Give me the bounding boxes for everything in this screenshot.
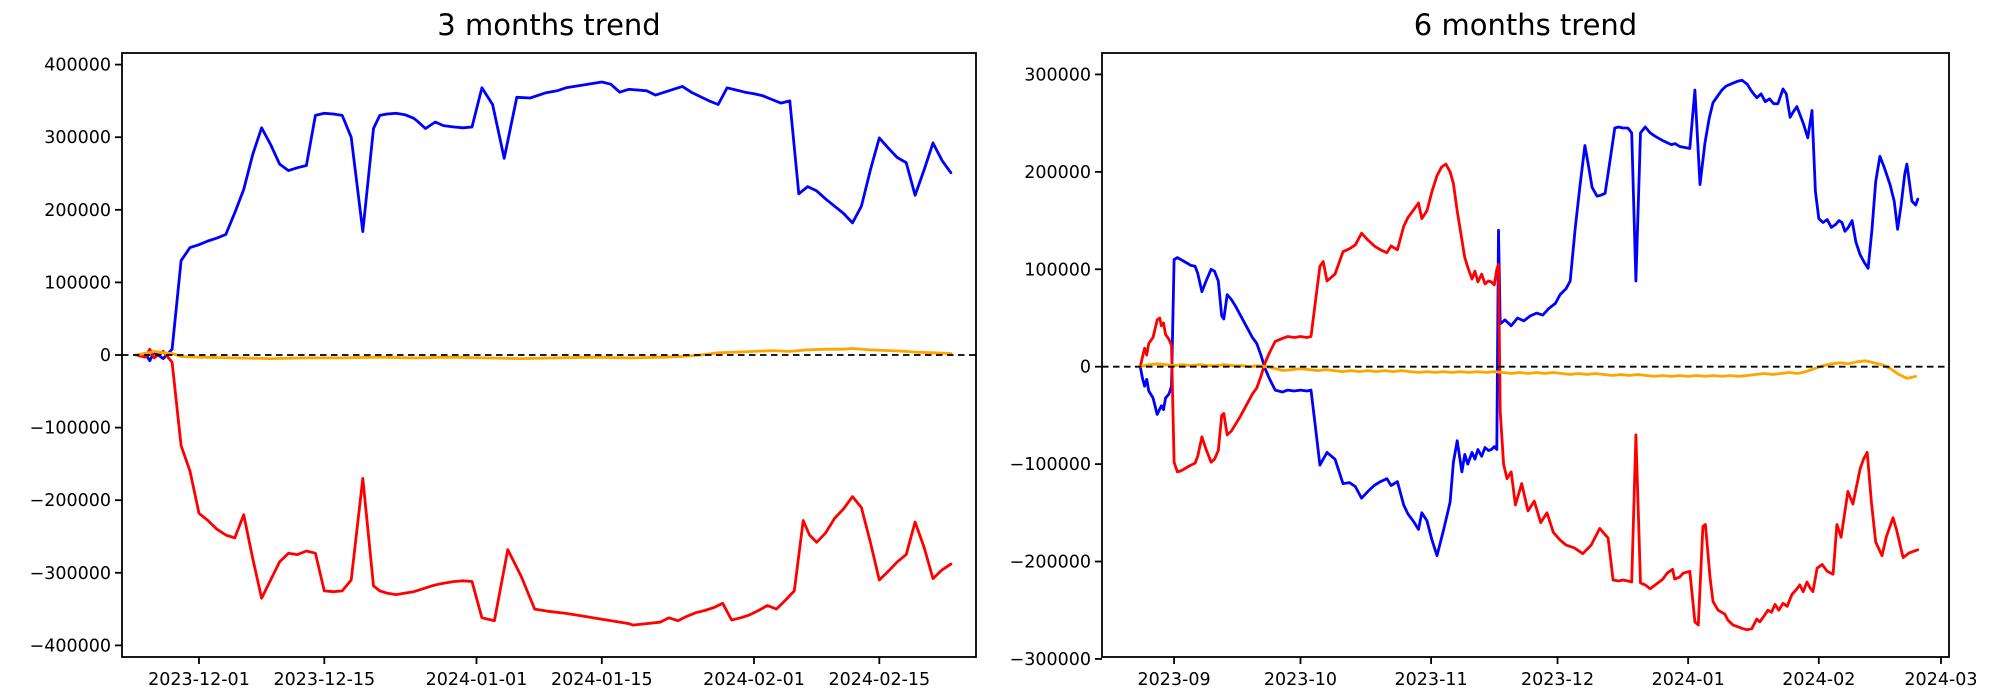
y-tick-label-trend-6m: 100000 <box>1024 260 1091 280</box>
series-line-red-trend-6m <box>1138 162 1920 632</box>
x-tick-label-trend-6m: 2024-03 <box>1904 670 1977 690</box>
x-tick-label-trend-3m: 2024-02-01 <box>703 670 805 690</box>
y-tick-label-trend-3m: 100000 <box>44 273 111 293</box>
y-tick-label-trend-3m: −400000 <box>30 636 111 656</box>
x-tick-label-trend-3m: 2023-12-01 <box>148 670 250 690</box>
series-line-orange-trend-6m <box>1138 359 1918 380</box>
y-tick-label-trend-3m: −200000 <box>30 491 111 511</box>
y-tick-label-trend-6m: 200000 <box>1024 163 1091 183</box>
x-tick-label-trend-3m: 2023-12-15 <box>273 670 375 690</box>
x-tick-label-trend-6m: 2024-02 <box>1782 670 1855 690</box>
x-tick-label-trend-6m: 2024-01 <box>1652 670 1725 690</box>
series-line-orange-trend-3m <box>134 347 953 361</box>
axes-box-trend-6m <box>1101 52 1950 658</box>
series-line-blue-trend-6m <box>1138 78 1920 558</box>
x-tick-label-trend-6m: 2023-12 <box>1521 670 1594 690</box>
series-line-red-trend-3m <box>134 347 953 627</box>
y-tick-label-trend-3m: 0 <box>100 346 111 366</box>
series-line-blue-trend-3m <box>134 80 953 363</box>
y-tick-label-trend-3m: −300000 <box>30 564 111 584</box>
axes-box-trend-3m <box>121 52 977 658</box>
y-tick-label-trend-6m: −300000 <box>1010 650 1091 670</box>
x-tick-label-trend-6m: 2023-09 <box>1137 670 1210 690</box>
y-tick-label-trend-3m: 200000 <box>44 201 111 221</box>
x-tick-label-trend-3m: 2024-01-15 <box>551 670 653 690</box>
x-tick-label-trend-6m: 2023-10 <box>1264 670 1337 690</box>
y-tick-label-trend-3m: −100000 <box>30 419 111 439</box>
y-tick-label-trend-3m: 300000 <box>44 128 111 148</box>
x-tick-label-trend-3m: 2024-01-01 <box>426 670 528 690</box>
chart-title-3-months: 3 months trend <box>437 8 661 42</box>
y-tick-label-trend-6m: −200000 <box>1010 553 1091 573</box>
y-tick-label-trend-6m: 0 <box>1080 358 1091 378</box>
x-tick-label-trend-6m: 2023-11 <box>1395 670 1468 690</box>
y-tick-label-trend-6m: −100000 <box>1010 455 1091 475</box>
y-tick-label-trend-6m: 300000 <box>1024 65 1091 85</box>
chart-title-6-months: 6 months trend <box>1413 8 1638 42</box>
y-tick-label-trend-3m: 400000 <box>44 56 111 76</box>
x-tick-label-trend-3m: 2024-02-15 <box>828 670 930 690</box>
